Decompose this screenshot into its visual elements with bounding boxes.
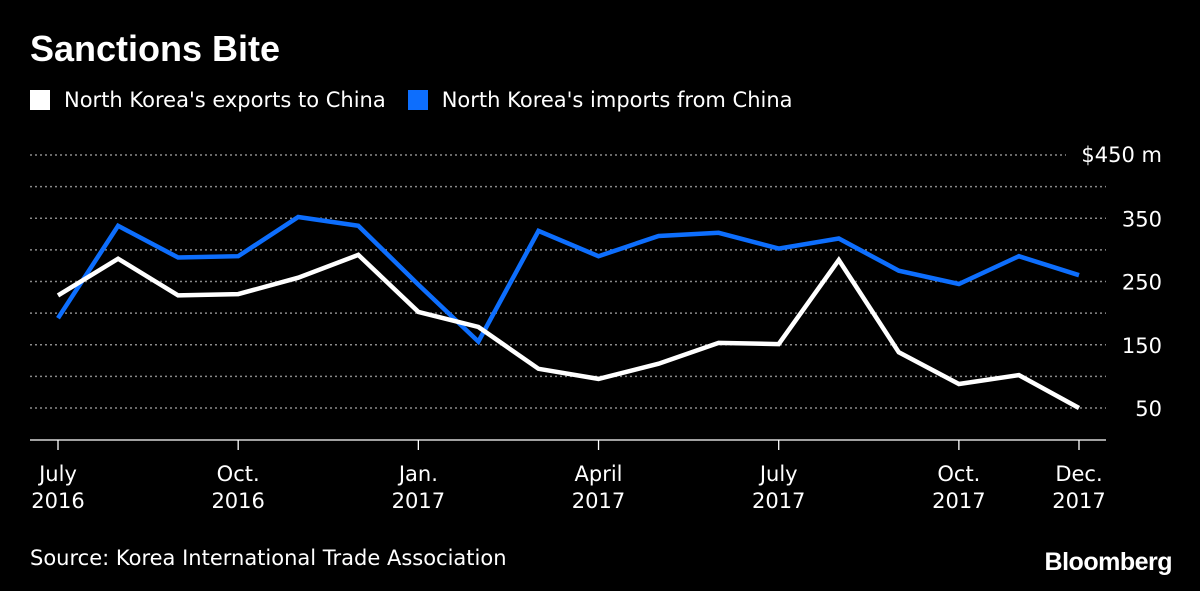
x-tick-label-17-line2: 2017 — [1052, 489, 1105, 513]
y-tick-label-150: 150 — [1122, 334, 1162, 358]
x-tick-label-15-line1: Oct. — [937, 462, 980, 486]
x-tick-label-3-line2: 2016 — [211, 489, 264, 513]
x-axis — [30, 439, 1106, 450]
y-unit-label: $450 m — [1081, 143, 1162, 167]
x-tick-label-0-line1: July — [37, 462, 77, 486]
x-tick-label-0-line2: 2016 — [31, 489, 84, 513]
x-tick-label-6-line1: Jan. — [397, 462, 438, 486]
x-tick-label-15-line2: 2017 — [932, 489, 985, 513]
series-line-imports — [56, 214, 1080, 346]
x-tick-label-9-line2: 2017 — [572, 489, 625, 513]
legend-item-imports: North Korea's imports from China — [407, 88, 793, 112]
legend-label-imports: North Korea's imports from China — [441, 88, 793, 112]
gridlines — [30, 154, 1106, 409]
x-tick-label-9-line1: April — [575, 462, 623, 486]
source-note: Source: Korea International Trade Associ… — [30, 546, 507, 570]
legend-swatch-exports — [30, 90, 50, 110]
bloomberg-logo: Bloomberg — [1044, 548, 1173, 576]
legend-item-exports: North Korea's exports to China — [30, 88, 386, 112]
series-lines — [56, 214, 1081, 410]
chart-title: Sanctions Bite — [30, 28, 281, 69]
x-tick-label-12-line1: July — [758, 462, 798, 486]
y-tick-label-350: 350 — [1122, 207, 1162, 231]
legend-swatch-imports — [407, 90, 428, 110]
y-tick-label-250: 250 — [1122, 271, 1162, 295]
legend-label-exports: North Korea's exports to China — [64, 88, 386, 112]
x-tick-label-3-line1: Oct. — [217, 462, 260, 486]
x-tick-label-6-line2: 2017 — [392, 489, 445, 513]
x-tick-label-12-line2: 2017 — [752, 489, 805, 513]
series-line-exports — [56, 252, 1081, 410]
x-tick-label-17-line1: Dec. — [1055, 462, 1102, 486]
y-tick-label-50: 50 — [1135, 397, 1162, 421]
legend: North Korea's exports to China North Kor… — [30, 88, 815, 112]
axis-labels: $450 m 50 150 250 350 July 2016 Oct. 2016 Jan. 201… — [31, 143, 1162, 513]
